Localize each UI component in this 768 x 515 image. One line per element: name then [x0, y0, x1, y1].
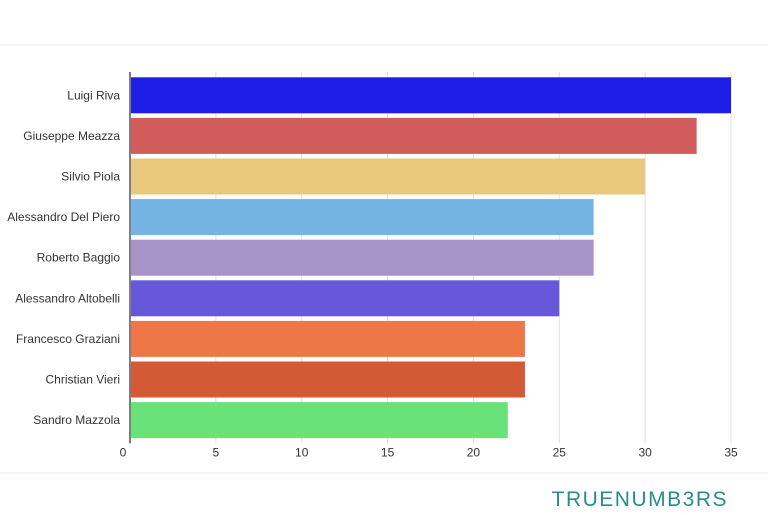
category-label: Christian Vieri [46, 373, 120, 387]
x-tick-label: 0 [120, 445, 127, 459]
bar [131, 117, 697, 154]
bar [131, 320, 525, 357]
x-tick-label: 25 [553, 445, 567, 459]
category-label: Sandro Mazzola [33, 413, 120, 427]
x-tick-label: 15 [381, 445, 395, 459]
bar [131, 280, 560, 317]
category-label: Luigi Riva [67, 88, 120, 102]
category-label: Alessandro Del Piero [7, 210, 120, 224]
bar [131, 239, 594, 276]
brand-logo: TRUENUMB3RS [551, 488, 728, 511]
bar [131, 402, 508, 439]
category-label: Roberto Baggio [37, 251, 121, 265]
category-label: Giuseppe Meazza [23, 129, 120, 143]
x-tick-label: 35 [724, 445, 738, 459]
bar [131, 158, 646, 195]
category-label: Francesco Graziani [16, 332, 120, 346]
category-label: Alessandro Altobelli [15, 291, 120, 305]
x-tick-label: 20 [467, 445, 481, 459]
x-tick-label: 30 [638, 445, 652, 459]
bar [131, 77, 731, 114]
x-tick-label: 10 [295, 445, 309, 459]
bar [131, 361, 525, 398]
x-tick-label: 5 [213, 445, 220, 459]
bar [131, 199, 594, 236]
category-label: Silvio Piola [61, 170, 120, 184]
